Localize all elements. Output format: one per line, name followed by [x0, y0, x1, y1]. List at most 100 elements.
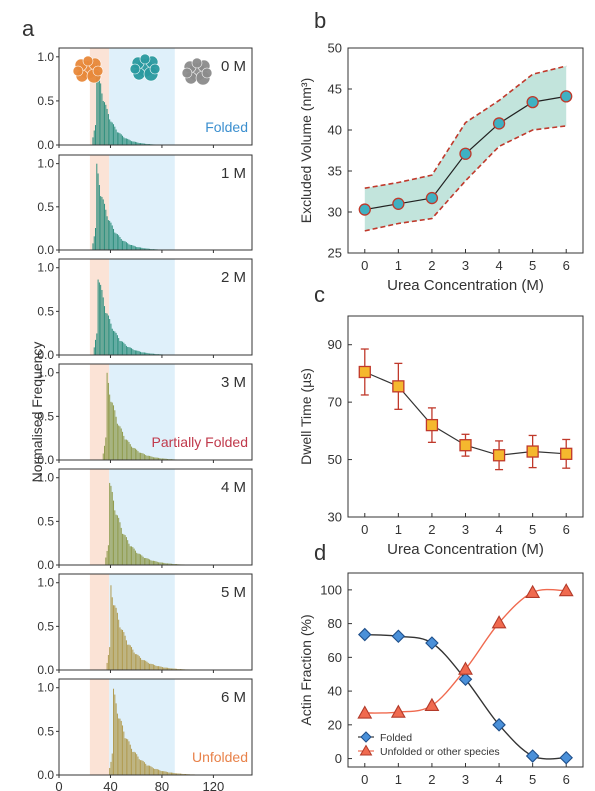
- data-point: [491, 615, 507, 629]
- histogram-bar: [106, 550, 108, 565]
- y-tick-label: 0.5: [37, 514, 54, 528]
- histogram-bar: [122, 629, 124, 670]
- histogram-bar: [127, 644, 129, 670]
- histogram-bar: [114, 694, 116, 775]
- histogram-bar: [96, 333, 98, 355]
- protein-blob: [201, 67, 213, 79]
- x-tick-label: 1: [395, 522, 402, 537]
- histogram-bar: [143, 248, 145, 250]
- histogram-bar: [167, 563, 169, 565]
- histogram-bar: [161, 458, 163, 460]
- histogram-bar: [125, 640, 127, 670]
- y-axis-label: Dwell Time (µs): [298, 368, 314, 465]
- histogram-bar: [115, 332, 117, 355]
- histogram-bar: [147, 765, 149, 775]
- concentration-label: 3 M: [221, 374, 246, 391]
- y-tick-label: 0.5: [37, 200, 54, 214]
- histogram-bar: [142, 453, 144, 460]
- y-tick-label: 1.0: [37, 681, 54, 695]
- x-tick-label: 2: [428, 258, 435, 273]
- y-tick-label: 0.5: [37, 94, 54, 108]
- histogram-bar: [120, 720, 122, 775]
- histogram-bar: [143, 143, 145, 145]
- histogram-bar: [128, 347, 130, 355]
- histogram-bar: [149, 663, 151, 670]
- histogram-bar: [154, 457, 156, 460]
- histogram-bar: [129, 546, 131, 565]
- histogram-bar: [125, 439, 127, 460]
- histogram-bar: [128, 139, 130, 145]
- histogram-bar: [173, 772, 175, 775]
- lower-bound-line: [364, 125, 567, 232]
- histogram-bar: [165, 563, 167, 565]
- histogram-bar: [170, 772, 172, 775]
- data-point: [492, 718, 506, 732]
- histogram-bar: [173, 668, 175, 670]
- histogram-bar: [115, 233, 117, 250]
- histogram-bar: [119, 237, 121, 250]
- histogram-bar: [169, 772, 171, 775]
- histogram-bar: [109, 319, 111, 355]
- histogram-bar: [154, 560, 156, 565]
- concentration-label: 5 M: [221, 584, 246, 601]
- histogram-bar: [105, 209, 107, 250]
- histogram-bar: [114, 126, 116, 145]
- histogram-bar: [169, 668, 171, 670]
- histogram-bar: [141, 352, 143, 355]
- histogram-bar: [97, 173, 99, 250]
- concentration-label: 0 M: [221, 58, 246, 75]
- histogram-bar: [116, 335, 118, 355]
- histogram-bar: [146, 661, 148, 670]
- histogram-bar: [160, 770, 162, 775]
- histogram-bar: [143, 762, 145, 775]
- protein-blob: [139, 53, 151, 65]
- histogram-bar: [111, 402, 113, 460]
- histogram-bar: [127, 243, 129, 250]
- y-tick-label: 45: [328, 82, 342, 97]
- histogram-bar: [158, 562, 160, 565]
- subplot-frame: [58, 258, 253, 356]
- x-tick-label: 0: [361, 522, 368, 537]
- histogram-bar: [159, 770, 161, 775]
- y-tick-label: 50: [328, 452, 342, 467]
- histogram-bar: [124, 241, 126, 250]
- histogram-bar: [134, 350, 136, 355]
- histogram-bar: [110, 323, 112, 355]
- histogram-bar: [102, 100, 104, 145]
- y-tick-label: 0.0: [37, 243, 54, 257]
- histogram-bar: [156, 561, 158, 565]
- histogram-bar: [168, 772, 170, 775]
- histogram-bar: [131, 546, 133, 565]
- histogram-bar: [101, 196, 103, 250]
- histogram-bar: [161, 771, 163, 775]
- histogram-bar: [119, 340, 121, 355]
- y-tick-label: 80: [328, 616, 342, 631]
- histogram-bar: [118, 425, 120, 460]
- histogram-bar: [143, 352, 145, 355]
- histogram-bar: [116, 612, 118, 670]
- histogram-bar: [123, 240, 125, 250]
- histogram-bar: [115, 416, 117, 460]
- partial-band: [89, 469, 110, 565]
- data-point: [525, 749, 540, 763]
- histogram-bar: [149, 559, 151, 565]
- histogram-bar: [133, 448, 135, 460]
- histogram-bar: [163, 771, 165, 775]
- y-tick-label: 0: [335, 751, 342, 766]
- histogram-bar: [98, 184, 100, 250]
- histogram-bar: [155, 561, 157, 565]
- x-tick-label: 0: [361, 258, 368, 273]
- histogram-bar: [154, 768, 156, 775]
- histogram-bar: [145, 558, 147, 565]
- data-point: [560, 447, 573, 460]
- data-point: [459, 439, 472, 452]
- histogram-bar: [120, 134, 122, 145]
- histogram-bar: [106, 662, 108, 670]
- histogram-bar: [137, 553, 139, 565]
- histogram-bar: [152, 353, 154, 355]
- data-point: [458, 672, 473, 687]
- histogram-bar: [155, 768, 157, 775]
- histogram-bar: [158, 457, 160, 460]
- histogram-bar: [109, 767, 111, 775]
- histogram-bar: [132, 649, 134, 670]
